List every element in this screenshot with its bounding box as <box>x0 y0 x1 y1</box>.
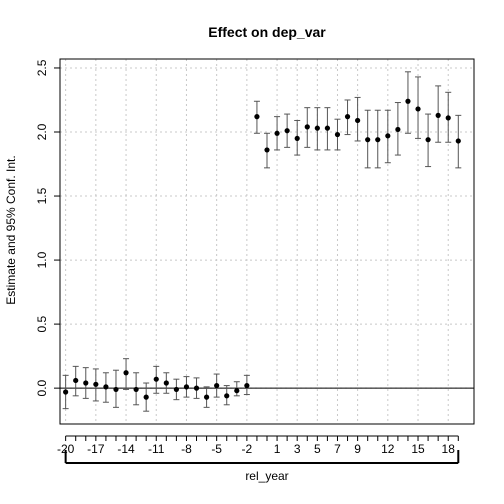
y-tick-label: 2.0 <box>35 123 49 140</box>
estimate-point <box>113 386 119 393</box>
estimate-point <box>193 385 200 391</box>
x-axis: -20 -17 -14 -11 -8 -5 -2 1 3 5 7 9 12 15 18 <box>57 435 460 464</box>
x-axis-label: rel_year <box>245 469 288 483</box>
estimate-point-layer <box>63 98 461 400</box>
estimate-point <box>435 112 441 118</box>
x-tick-label: 18 <box>442 442 456 456</box>
x-tick-label: -14 <box>117 442 135 456</box>
estimate-point <box>344 114 351 120</box>
estimate-point <box>93 381 99 387</box>
estimate-point <box>244 382 250 389</box>
estimate-point <box>153 376 159 382</box>
x-tick-label: 5 <box>314 442 321 456</box>
estimate-point <box>455 138 461 144</box>
estimate-point <box>214 382 220 389</box>
grid-layer <box>60 59 474 424</box>
x-tick-label: 7 <box>334 442 341 456</box>
confidence-interval-layer <box>62 71 462 412</box>
estimate-point <box>203 394 210 400</box>
x-tick-label: 12 <box>381 442 395 456</box>
estimate-point <box>274 130 280 136</box>
plot-frame <box>59 58 475 425</box>
estimate-point <box>264 147 270 153</box>
estimate-point <box>355 117 361 124</box>
estimate-point <box>415 106 421 112</box>
x-tick-label: -8 <box>181 442 192 456</box>
estimate-point <box>83 380 89 386</box>
x-tick-label: -5 <box>211 442 222 456</box>
estimate-point <box>224 393 230 399</box>
estimate-point <box>375 137 381 143</box>
estimate-point <box>425 137 431 143</box>
x-tick-label: -20 <box>57 442 75 456</box>
estimate-point <box>445 115 451 121</box>
x-tick-label: -2 <box>242 442 253 456</box>
estimate-point <box>63 389 69 395</box>
estimate-point <box>385 133 391 139</box>
x-tick-label: 1 <box>274 442 281 456</box>
estimate-point <box>314 125 320 131</box>
estimate-point <box>304 124 310 130</box>
x-tick-label: -17 <box>87 442 105 456</box>
y-axis-label: Estimate and 95% Conf. Int. <box>4 155 18 304</box>
estimate-point <box>183 384 190 390</box>
estimate-point <box>73 377 79 384</box>
estimate-point <box>294 135 300 142</box>
estimate-point <box>103 384 109 390</box>
x-tick-label: 15 <box>411 442 425 456</box>
estimate-point <box>173 386 179 393</box>
y-tick-label: 0.5 <box>35 315 49 332</box>
estimate-point <box>133 386 139 393</box>
estimate-point <box>143 394 149 400</box>
estimate-point <box>395 126 401 133</box>
x-tick-label: -11 <box>148 442 165 456</box>
y-tick-label: 1.5 <box>35 187 49 204</box>
estimate-point <box>123 370 129 376</box>
y-tick-label: 1.0 <box>35 251 49 268</box>
estimate-point <box>405 98 411 104</box>
y-tick-label: 2.5 <box>35 59 49 76</box>
chart-title: Effect on dep_var <box>208 24 326 40</box>
x-tick-label: 3 <box>294 442 301 456</box>
estimate-point <box>334 131 341 138</box>
estimate-point <box>365 137 371 143</box>
estimate-point <box>254 114 260 120</box>
y-axis: 0.0 0.5 1.0 1.5 2.0 2.5 <box>35 59 60 396</box>
estimate-point <box>163 380 169 386</box>
estimate-point <box>324 125 331 131</box>
estimate-point <box>284 128 290 134</box>
estimate-point <box>234 388 240 394</box>
y-tick-label: 0.0 <box>35 379 49 396</box>
x-tick-label: 9 <box>354 442 361 456</box>
